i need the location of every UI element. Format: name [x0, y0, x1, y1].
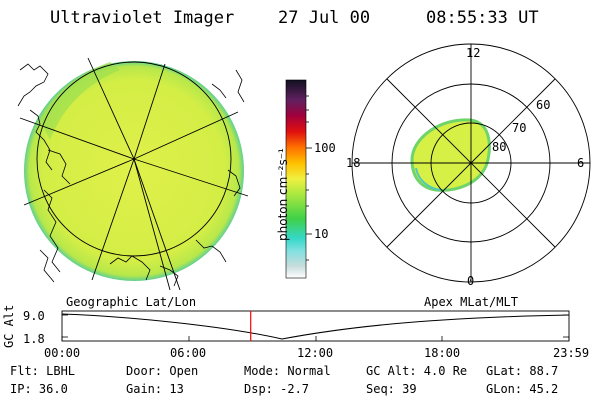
altitude-curve: [61, 313, 570, 340]
gc-alt-info: GC Alt: 4.0 Re: [366, 364, 468, 378]
mlt-label: 0: [467, 274, 475, 288]
mlat-label: 60: [536, 98, 551, 112]
time-tick: 00:00: [44, 346, 81, 360]
mlat-label: 70: [512, 121, 527, 135]
altitude-ytick: 1.8: [23, 332, 45, 346]
ip-info: IP: 36.0: [10, 382, 68, 396]
colorbar-ticks: [306, 95, 312, 261]
colorbar-tick-label: 100: [314, 141, 336, 155]
geographic-caption: Geographic Lat/Lon: [66, 295, 197, 309]
mode-info: Mode: Normal: [244, 364, 331, 378]
altitude-ylabel: GC Alt: [2, 304, 16, 348]
colorbar-scale: [285, 79, 307, 279]
time-tick: 06:00: [170, 346, 207, 360]
colorbar: [285, 79, 312, 279]
glat-info: GLat: 88.7: [486, 364, 559, 378]
apex-caption: Apex MLat/MLT: [424, 295, 518, 309]
colorbar-tick-label: 10: [314, 227, 329, 241]
emission-disk: [24, 61, 244, 281]
polar-plot: [351, 43, 591, 283]
mlt-label: 12: [466, 46, 481, 60]
mlt-label: 18: [346, 156, 361, 170]
polar-grid: [351, 43, 591, 283]
colorbar-unit-label: photon cm⁻²s⁻¹: [276, 148, 290, 241]
instrument-title: Ultraviolet Imager: [50, 8, 235, 28]
auroral-oval-rim: [415, 167, 441, 191]
time-tick: 12:00: [297, 346, 334, 360]
mlat-label: 80: [492, 140, 507, 154]
altitude-ytick: 9.0: [23, 309, 45, 323]
time-tick: 18:00: [424, 346, 461, 360]
time-tick: 23:59: [553, 346, 590, 360]
altitude-timeline: [61, 310, 570, 342]
glon-info: GLon: 45.2: [486, 382, 559, 396]
door-info: Door: Open: [126, 364, 199, 378]
geographic-image: [17, 57, 249, 290]
auroral-oval: [410, 118, 491, 192]
seq-info: Seq: 39: [366, 382, 417, 396]
altitude-frame: [61, 310, 570, 342]
mlt-label: 6: [577, 156, 585, 170]
altitude-axis-ticks: [61, 314, 570, 341]
dsp-info: Dsp: -2.7: [244, 382, 310, 396]
gain-info: Gain: 13: [126, 382, 184, 396]
filter-info: Flt: LBHL: [10, 364, 76, 378]
observation-time: 08:55:33 UT: [426, 8, 539, 28]
graticule: [19, 57, 249, 290]
observation-date: 27 Jul 00: [278, 8, 371, 28]
